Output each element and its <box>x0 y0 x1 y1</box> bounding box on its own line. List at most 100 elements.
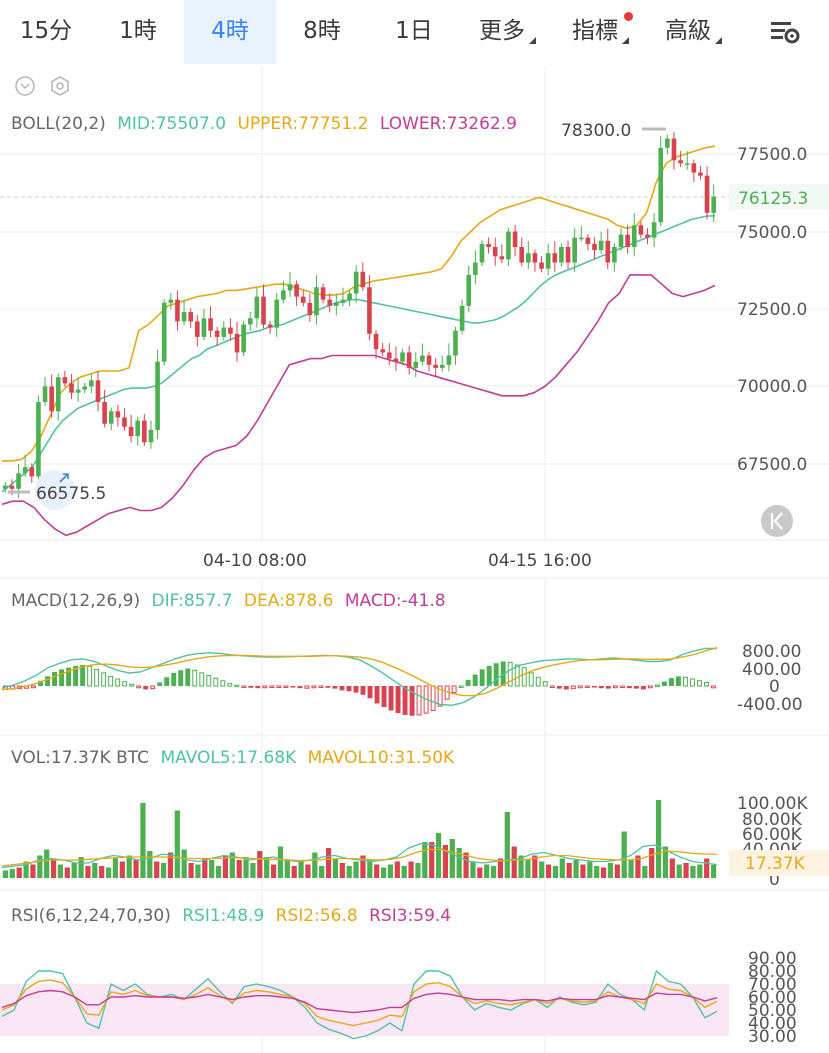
macd-axis: 800.00 400.00 0 -400.00 <box>737 642 803 715</box>
volume-bar <box>9 869 15 878</box>
macd-bar <box>353 686 359 693</box>
tab-4h[interactable]: 4時 <box>184 0 276 64</box>
back-to-latest-bg <box>761 505 793 537</box>
volume-bar <box>57 864 64 878</box>
macd-bar <box>690 678 695 687</box>
candle-body <box>55 377 61 412</box>
rsi3-line <box>1 989 718 1014</box>
macd-bar <box>451 685 457 694</box>
macd-bar <box>683 676 688 687</box>
macd-bar <box>283 685 289 688</box>
last-price-value: 76125.3 <box>738 189 808 209</box>
macd-bar <box>535 676 541 687</box>
chevron-down-icon <box>15 76 35 96</box>
volume-bar <box>160 863 167 878</box>
kline-chart[interactable]: BOLL(20,2) MID:75507.0 UPPER:77751.2 LOW… <box>0 64 829 1053</box>
volume-bar <box>140 803 146 878</box>
candle-body <box>16 473 21 489</box>
time-label-2: 04-15 16:00 <box>488 551 592 571</box>
candle-body <box>135 420 141 437</box>
macd-bar <box>388 686 394 711</box>
candle-body <box>360 271 366 288</box>
macd-bar <box>374 686 380 704</box>
volume-bar <box>215 866 222 878</box>
tab-indicators[interactable]: 指標 <box>563 0 633 64</box>
volume-bar <box>504 812 510 878</box>
macd-bar <box>668 678 674 686</box>
macd-bar <box>521 667 527 687</box>
candle-body <box>168 299 174 303</box>
candle-body <box>578 237 584 240</box>
vol-legend: VOL:17.37K BTC MAVOL5:17.68K MAVOL10:31.… <box>11 748 455 768</box>
macd-bar <box>367 686 373 699</box>
back-to-latest-button[interactable] <box>761 505 793 537</box>
tab-more[interactable]: 更多 <box>470 0 536 64</box>
macd-bar <box>570 685 576 690</box>
volume-bar <box>649 848 655 878</box>
macd-bar <box>704 682 709 687</box>
boll-upper: UPPER:77751.2 <box>237 114 368 134</box>
volume-bar <box>339 863 345 878</box>
macd-bar <box>311 685 317 689</box>
macd-bar <box>136 685 142 689</box>
candle-body <box>459 305 465 331</box>
candle-body <box>592 243 597 251</box>
volume-bar <box>621 831 627 878</box>
candle-body <box>49 386 54 412</box>
volume-bar <box>332 858 339 878</box>
macd-bar <box>381 686 387 707</box>
boll-lower-line <box>1 274 716 537</box>
collapse-toggle[interactable] <box>15 76 35 96</box>
candle-body <box>400 352 405 362</box>
volume-bar <box>600 867 607 878</box>
chart-settings-button[interactable] <box>760 0 810 64</box>
volume-bar <box>277 846 284 878</box>
volume-bar <box>456 848 462 878</box>
volume-bar <box>257 851 263 878</box>
volume-bar <box>539 861 545 878</box>
candle-body <box>393 358 399 362</box>
macd-bar <box>647 685 653 689</box>
tab-15m[interactable]: 15分 <box>0 0 92 64</box>
rsi-1: RSI1:48.9 <box>182 906 264 926</box>
tab-1d[interactable]: 1日 <box>368 0 460 64</box>
macd-bar <box>493 663 499 686</box>
volume-bar <box>312 852 318 878</box>
volume-bar <box>374 864 380 878</box>
volume-bar <box>222 855 229 878</box>
macd-bar <box>269 685 275 688</box>
tab-8h[interactable]: 8時 <box>276 0 368 64</box>
candle-body <box>161 302 167 362</box>
volume-bar <box>490 866 497 878</box>
volume-bar <box>298 861 304 878</box>
tab-1h[interactable]: 1時 <box>92 0 184 64</box>
macd-bar <box>472 674 478 686</box>
candle-body <box>334 302 339 306</box>
volume-bar <box>628 860 634 878</box>
volume-bar <box>614 864 620 878</box>
volume-bar <box>662 846 669 878</box>
macd-bar <box>101 672 107 687</box>
macd-dea: DEA:878.6 <box>244 591 334 611</box>
rsi-tick: 50.00 <box>748 1001 797 1021</box>
candle-body <box>9 485 15 489</box>
macd-bar <box>59 669 65 686</box>
candle-body <box>281 290 286 300</box>
macd-layer <box>1 646 718 716</box>
rsi-2: RSI2:56.8 <box>276 906 358 926</box>
volume-bar <box>325 848 332 878</box>
candle-body <box>684 163 690 165</box>
vol-tick: 60.00K <box>742 825 803 845</box>
indicator-settings[interactable] <box>51 76 69 96</box>
volume-bar <box>319 866 325 878</box>
candle-body <box>307 302 313 316</box>
candle-body <box>545 253 551 269</box>
candle-body <box>274 299 280 328</box>
candle-body <box>22 467 28 474</box>
volume-bar <box>50 858 57 878</box>
tab-advanced[interactable]: 高級 <box>656 0 722 64</box>
macd-bar <box>290 686 296 688</box>
candle-body <box>671 138 677 161</box>
volume-bar <box>236 860 242 878</box>
volume-bar <box>580 864 586 878</box>
